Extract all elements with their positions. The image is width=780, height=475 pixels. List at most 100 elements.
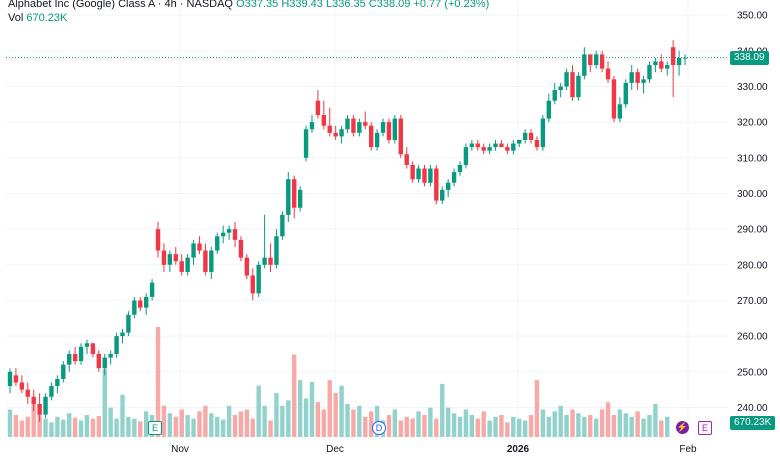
candle (499, 139, 504, 148)
volume-bar (552, 411, 557, 437)
candle-body (546, 100, 552, 119)
volume-label[interactable]: Vol (8, 12, 24, 24)
volume-bar (410, 418, 415, 437)
candle (670, 40, 676, 98)
candle (262, 214, 267, 269)
price-tick-label: 330.00 (737, 82, 768, 93)
candle-body (161, 250, 167, 265)
price-tick-label: 270.00 (737, 296, 768, 307)
candle (37, 393, 42, 422)
volume-bar (120, 394, 125, 437)
candle-body (481, 147, 486, 151)
candle (256, 261, 261, 297)
volume-bar (428, 407, 433, 437)
candle (374, 129, 380, 151)
candle (203, 243, 208, 276)
candle (268, 243, 273, 272)
price-tick-label: 240.00 (737, 403, 768, 414)
candle (593, 50, 599, 69)
flash-event-icon[interactable]: ⚡ (676, 421, 689, 434)
candle (422, 164, 427, 187)
time-axis[interactable]: Nov Dec 2026 Feb (171, 444, 697, 455)
candle (682, 54, 688, 66)
volume-bar (286, 400, 291, 437)
candle-body (629, 72, 634, 83)
volume-bar (256, 385, 261, 437)
candle (13, 368, 19, 387)
dividend-event-marker[interactable]: D (372, 421, 386, 435)
volume-bar (499, 415, 504, 437)
volume-bar (61, 419, 66, 437)
candle-body (357, 122, 362, 133)
candle (588, 54, 593, 73)
candle-body (339, 129, 344, 137)
candle (149, 279, 155, 301)
candle-body (611, 79, 617, 119)
candle-body (102, 357, 107, 369)
volume-bar (102, 369, 107, 437)
price-tick-label: 310.00 (737, 153, 768, 164)
candle-body (143, 296, 149, 308)
candle (7, 368, 13, 394)
candle-body (374, 132, 380, 148)
candle-body (665, 65, 670, 69)
candle (138, 296, 143, 312)
volume-bar (457, 416, 463, 437)
candle (327, 107, 332, 137)
price-tick-label: 320.00 (737, 118, 768, 129)
candle-body (108, 353, 113, 358)
volume-bar (84, 415, 90, 437)
candle (528, 129, 534, 144)
volume-bar (558, 405, 563, 437)
candle (191, 239, 196, 265)
candle (629, 65, 634, 91)
candle-body (274, 236, 279, 265)
candle-body (351, 118, 356, 133)
candle (440, 186, 445, 205)
time-tick-label: Dec (326, 444, 344, 455)
symbol-title[interactable]: Alphabet Inc (Google) Class A · 4h · NAS… (8, 0, 233, 10)
candle (232, 222, 238, 247)
volume-bar (43, 418, 48, 437)
candle-body (659, 61, 664, 69)
candle-body (185, 257, 190, 272)
volume-bar (226, 405, 232, 437)
volume-bar (191, 418, 196, 437)
earnings-event-marker-upcoming[interactable]: E (698, 421, 712, 435)
candle (570, 65, 575, 101)
volume-bar (72, 417, 78, 437)
candle (363, 111, 368, 130)
price-axis[interactable]: 240.00 250.00 260.00 270.00 280.00 290.00 300.… (737, 11, 768, 414)
volume-bar (647, 415, 652, 437)
volume-bar (55, 416, 60, 437)
volume-bar (250, 418, 255, 437)
chart-legend: Alphabet Inc (Google) Class A · 4h · NAS… (8, 0, 489, 25)
candle-body (404, 154, 409, 165)
candle-body (149, 282, 155, 297)
candle-body (25, 389, 30, 397)
candle (132, 296, 137, 319)
volume-bar (570, 409, 575, 437)
candle-body (297, 189, 303, 208)
earnings-event-marker[interactable]: E (148, 421, 162, 435)
candle (481, 143, 486, 155)
volume-bar (416, 411, 421, 437)
candle (315, 90, 321, 119)
volume-bar (487, 420, 492, 437)
candle (659, 54, 664, 73)
candle-body (434, 168, 439, 201)
candle-body (179, 261, 184, 272)
candle-body (653, 61, 658, 66)
candle-body (191, 243, 196, 258)
candle-body (49, 386, 54, 397)
volume-bar (599, 409, 605, 437)
volume-bar (635, 411, 640, 437)
price-tick-label: 300.00 (737, 189, 768, 200)
candle (599, 50, 605, 73)
candle (274, 229, 279, 269)
candle (339, 125, 344, 144)
candle-body (386, 122, 392, 140)
candle-body (226, 229, 232, 233)
